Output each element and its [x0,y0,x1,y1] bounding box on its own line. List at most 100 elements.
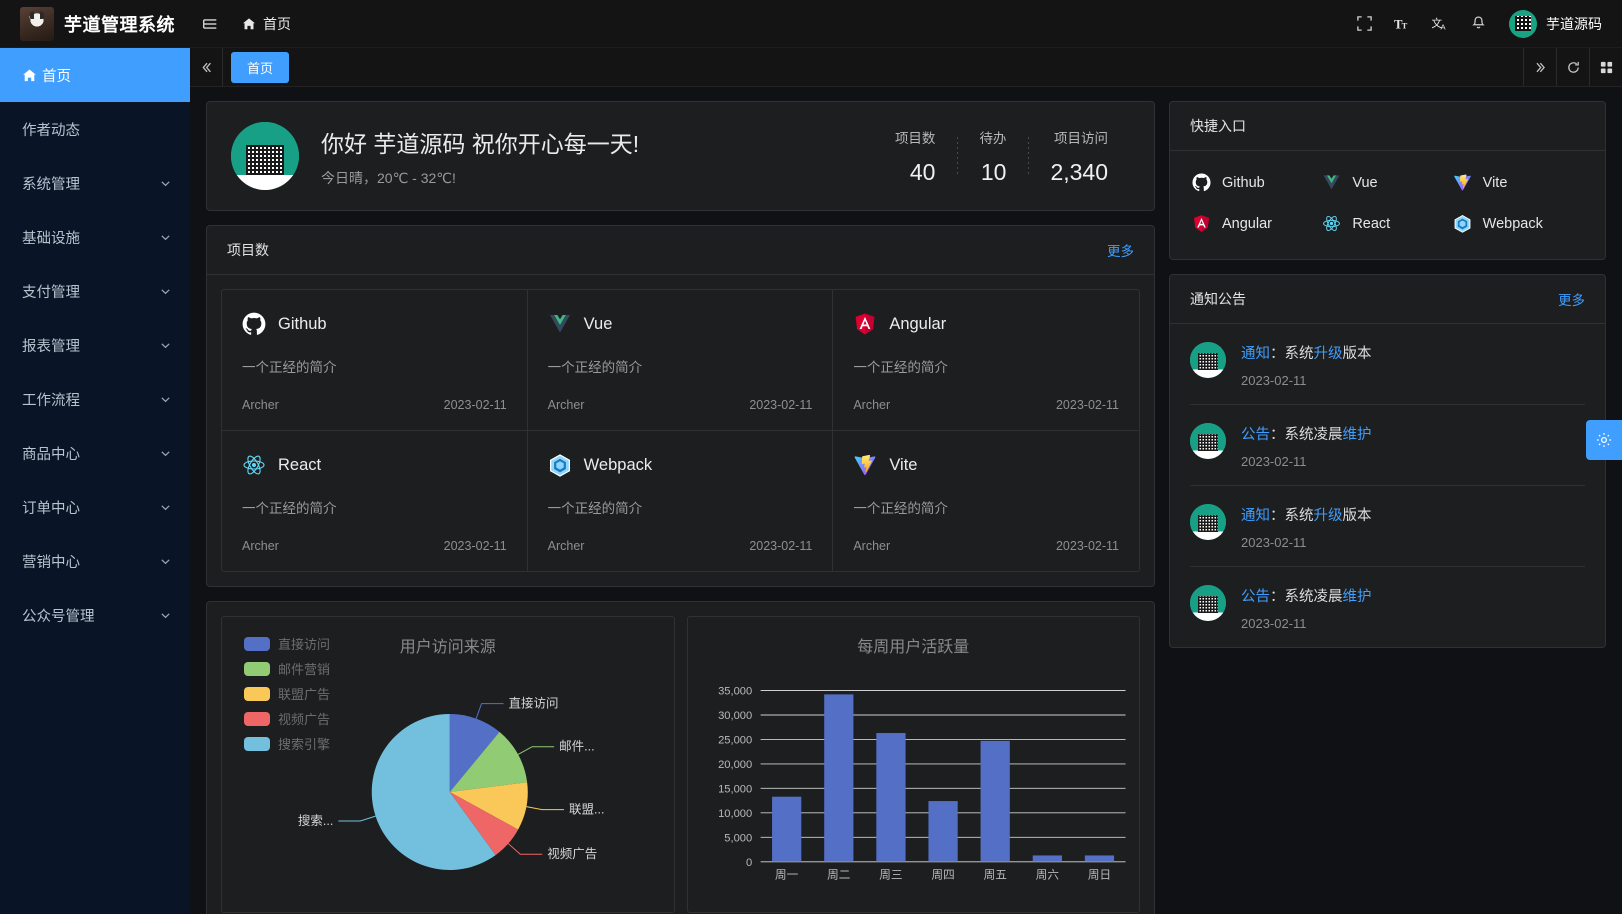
list-item[interactable]: 通知：系统升级版本 2023-02-11 [1190,324,1585,405]
projects-card-header: 项目数 更多 [207,226,1154,275]
project-desc: 一个正经的简介 [242,501,337,516]
project-name: Angular [889,314,947,333]
project-card-github[interactable]: Github 一个正经的简介 Archer 2023-02-11 [222,290,528,431]
legend-item[interactable]: 搜索引擎 [244,731,330,756]
sidebar-item-label: 基础设施 [22,230,80,247]
legend-item[interactable]: 邮件营销 [244,656,330,681]
legend-item[interactable]: 直接访问 [244,631,330,656]
tabs-bar: 首页 [190,48,1622,87]
sidebar-item-order-center[interactable]: 订单中心 [0,480,190,534]
pie-slice[interactable] [449,731,528,792]
refresh-icon[interactable] [1556,48,1589,86]
x-tick-label: 周三 [879,869,902,882]
brand[interactable]: 芋道管理系统 [0,6,190,41]
settings-drawer-button[interactable] [1586,420,1622,460]
sidebar-item-author-news[interactable]: 作者动态 [0,102,190,156]
list-item[interactable]: 公告：系统凌晨维护 2023-02-11 [1190,567,1585,647]
pie-chart[interactable]: 用户访问来源 直接访问 邮件营销 [221,616,675,913]
sidebar-item-payment[interactable]: 支付管理 [0,264,190,318]
sidebar-item-official-account[interactable]: 公众号管理 [0,588,190,642]
react-icon [242,453,266,477]
list-item[interactable]: 公告：系统凌晨维护 2023-02-11 [1190,405,1585,486]
stat-value: 40 [909,158,936,185]
bell-icon[interactable] [1459,0,1497,48]
font-size-icon[interactable]: T T [1383,0,1421,48]
notices-more-link[interactable]: 更多 [1558,293,1585,308]
page-scroll-area[interactable]: 你好 芋道源码 祝你开心每一天! 今日晴，20℃ - 32℃! 项目数 40 待… [190,87,1622,914]
pie-slice[interactable] [449,782,528,830]
quick-entry-vue[interactable]: Vue [1322,173,1452,192]
notice-date: 2023-02-11 [1241,373,1307,388]
notices-body: 通知：系统升级版本 2023-02-11 公告：系 [1170,324,1605,647]
quick-entry-angular[interactable]: Angular [1192,214,1322,233]
project-card-vue[interactable]: Vue 一个正经的简介 Archer 2023-02-11 [527,290,834,431]
quick-entry-github[interactable]: Github [1192,173,1322,192]
bar[interactable] [980,740,1010,862]
quick-entry-vite[interactable]: Vite [1453,173,1583,192]
quick-entry-webpack[interactable]: Webpack [1453,214,1583,233]
top-header: 芋道管理系统 首页 T T [0,0,1622,48]
pie-slice[interactable] [371,714,496,870]
project-author: Archer [547,398,585,412]
notice-title: 通知：系统升级版本 [1241,504,1585,525]
sidebar-item-report[interactable]: 报表管理 [0,318,190,372]
notice-type: 通知 [1241,508,1270,524]
breadcrumb[interactable]: 首页 [242,14,291,34]
svg-text:A: A [1440,22,1446,31]
y-tick-label: 25,000 [718,735,752,747]
chevron-double-left-icon[interactable] [190,48,223,86]
sidebar-item-label: 营销中心 [22,554,80,571]
project-desc: 一个正经的简介 [547,360,643,375]
stat-value: 10 [980,158,1007,185]
sidebar-item-system[interactable]: 系统管理 [0,156,190,210]
bar[interactable] [771,796,801,862]
chevron-down-icon [159,231,172,244]
sidebar-item-infrastructure[interactable]: 基础设施 [0,210,190,264]
angular-icon [853,312,877,336]
list-item[interactable]: 通知：系统升级版本 2023-02-11 [1190,486,1585,567]
notice-text: 公告：系统凌晨维护 2023-02-11 [1241,585,1585,631]
x-tick-label: 周四 [931,869,954,882]
project-card-webpack[interactable]: Webpack 一个正经的简介 Archer 2023-02-11 [528,431,834,571]
legend-item[interactable]: 视频广告 [244,706,330,731]
project-card-react[interactable]: React 一个正经的简介 Archer 2023-02-11 [222,431,528,571]
project-author: Archer [853,539,891,553]
project-name: Github [278,314,327,333]
user-menu[interactable]: 芋道源码 [1497,9,1608,38]
project-card-angular[interactable]: Angular 一个正经的简介 Archer 2023-02-11 [833,290,1139,431]
chevron-double-right-icon[interactable] [1523,48,1556,86]
pie-slice[interactable] [449,714,500,792]
chart-title: 用户访问来源 [399,639,496,656]
quick-entry-react[interactable]: React [1322,214,1452,233]
legend-swatch [244,736,270,751]
project-name: Vue [583,314,613,333]
hamburger-icon[interactable] [190,15,230,33]
bar[interactable] [1032,855,1062,862]
translate-icon[interactable]: 文 A [1421,0,1459,48]
bar[interactable] [927,801,958,862]
tab-home[interactable]: 首页 [231,51,290,83]
bar-chart[interactable]: 每周用户活跃量 0 5,000 10,000 15,000 20,000 25,000 30… [686,616,1140,913]
pie-slice[interactable] [449,792,519,856]
pie-leader-line [338,815,376,822]
bar[interactable] [875,733,906,862]
grid-icon[interactable] [1589,48,1622,86]
welcome-banner: 你好 芋道源码 祝你开心每一天! 今日晴，20℃ - 32℃! 项目数 40 待… [206,101,1155,211]
bar[interactable] [1084,855,1114,862]
pie-leader-line [526,806,565,811]
legend-item[interactable]: 联盟广告 [244,681,330,706]
brand-logo-icon [20,6,54,41]
fullscreen-icon[interactable] [1345,0,1383,48]
y-tick-label: 5,000 [724,832,752,844]
x-tick-label: 周二 [827,869,850,882]
stat-value: 2,340 [1050,158,1108,185]
project-card-vite[interactable]: Vite 一个正经的简介 Archer 2023-02-11 [833,431,1139,571]
notice-highlight: 升级 [1313,508,1343,524]
brand-title: 芋道管理系统 [64,14,175,35]
projects-more-link[interactable]: 更多 [1107,244,1134,259]
bar[interactable] [823,694,853,862]
sidebar-item-product-center[interactable]: 商品中心 [0,426,190,480]
sidebar-item-home[interactable]: 首页 [0,48,190,102]
sidebar-item-workflow[interactable]: 工作流程 [0,372,190,426]
sidebar-item-marketing-center[interactable]: 营销中心 [0,534,190,588]
